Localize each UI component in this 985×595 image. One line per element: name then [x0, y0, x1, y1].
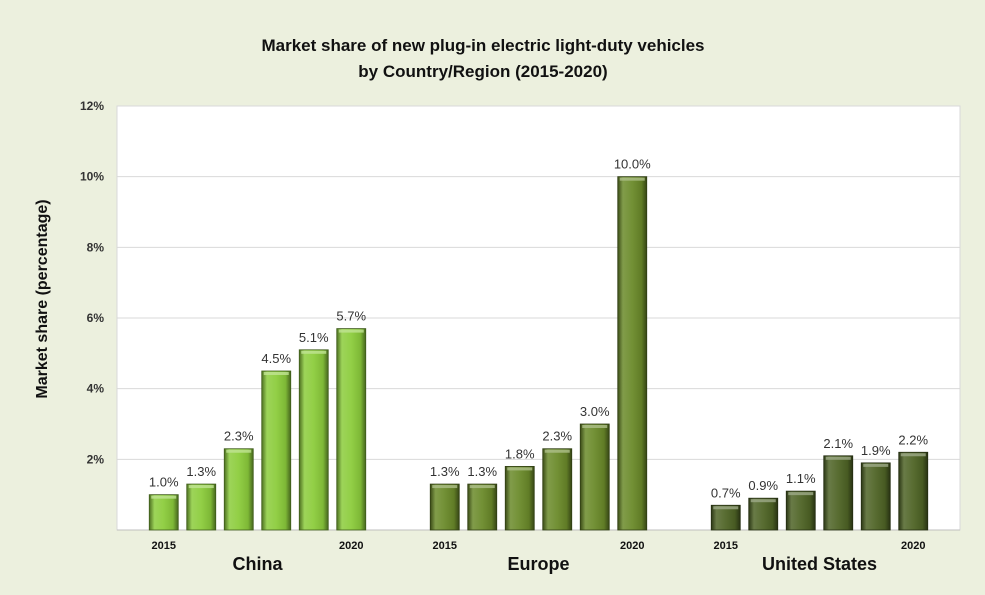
bar-china-2019 — [298, 349, 329, 531]
data-label: 3.0% — [580, 404, 610, 419]
bar-top-highlight — [825, 456, 851, 460]
bar-top-highlight — [863, 463, 889, 467]
data-label: 5.7% — [336, 309, 366, 324]
bars: 1.0% 1.3% 2.3% 4.5% 5.1% 5.7% 1.3% 1.3% 1.8% 2.3%… — [148, 157, 929, 531]
bar-top-highlight — [788, 492, 814, 496]
data-label: 1.3% — [467, 464, 497, 479]
x-tick-label-year: 2020 — [620, 540, 644, 552]
bar-united-states-2020 — [898, 451, 929, 531]
bar-china-2018 — [261, 370, 292, 531]
bar-europe-2016 — [467, 483, 498, 531]
bar-top-highlight — [750, 499, 776, 503]
data-label: 1.1% — [786, 471, 816, 486]
y-tick-label: 8% — [87, 240, 105, 254]
bar-europe-2017 — [504, 465, 535, 531]
x-tick-label-year: 2015 — [714, 540, 738, 552]
bar-united-states-2016 — [748, 497, 779, 531]
y-tick-label: 6% — [87, 311, 105, 325]
data-label: 0.9% — [748, 478, 778, 493]
chart-title: Market share of new plug-in electric lig… — [261, 36, 704, 55]
bar-united-states-2015 — [710, 504, 741, 531]
bar-top-highlight — [263, 372, 289, 375]
bar-united-states-2017 — [785, 490, 816, 531]
data-label: 10.0% — [614, 157, 651, 172]
x-tick-label-year: 2015 — [152, 540, 176, 552]
data-label: 1.3% — [186, 464, 216, 479]
bar-europe-2020 — [617, 176, 648, 531]
bar-top-highlight — [582, 425, 608, 428]
bar-top-highlight — [432, 485, 458, 489]
data-label: 2.2% — [898, 432, 928, 447]
gridlines — [117, 105, 960, 460]
bar-top-highlight — [301, 350, 327, 354]
bar-top-highlight — [338, 329, 364, 333]
bar-top-highlight — [469, 485, 495, 489]
bar-china-2017 — [223, 448, 254, 531]
group-label-united-states: United States — [762, 554, 877, 574]
y-tick-label: 2% — [87, 452, 105, 466]
bar-europe-2018 — [542, 448, 573, 531]
bar-top-highlight — [226, 449, 252, 453]
group-label-china: China — [232, 554, 283, 574]
data-label: 2.3% — [542, 429, 572, 444]
data-label: 2.1% — [823, 436, 853, 451]
data-label: 1.8% — [505, 446, 535, 461]
bar-top-highlight — [507, 467, 533, 471]
bar-china-2016 — [186, 483, 217, 531]
bar-top-highlight — [188, 485, 214, 489]
data-label: 1.9% — [861, 443, 891, 458]
y-axis-label: Market share (percentage) — [34, 199, 51, 398]
x-tick-label-year: 2020 — [339, 540, 363, 552]
bar-top-highlight — [151, 495, 177, 499]
data-label: 0.7% — [711, 485, 741, 500]
x-tick-label-year: 2020 — [901, 540, 925, 552]
x-axis-labels: 2015 2020 China 2015 2020 Europe 2015 2020 Unite… — [152, 540, 926, 574]
y-tick-label: 10% — [80, 170, 104, 184]
y-axis-ticks: 2% 4% 6% 8% 10% 12% — [80, 99, 104, 466]
bar-top-highlight — [544, 449, 570, 453]
bar-china-2015 — [148, 494, 179, 531]
data-label: 2.3% — [224, 429, 254, 444]
bar-top-highlight — [619, 177, 645, 181]
data-label: 1.0% — [149, 475, 179, 490]
bar-china-2020 — [336, 328, 367, 531]
x-tick-label-year: 2015 — [433, 540, 457, 552]
group-label-europe: Europe — [507, 554, 569, 574]
bar-united-states-2019 — [860, 462, 891, 531]
bar-europe-2019 — [579, 423, 610, 531]
bar-top-highlight — [713, 506, 739, 510]
chart-subtitle: by Country/Region (2015-2020) — [358, 62, 607, 81]
bar-top-highlight — [900, 453, 926, 457]
y-tick-label: 12% — [80, 99, 104, 113]
data-label: 1.3% — [430, 464, 460, 479]
bar-united-states-2018 — [823, 455, 854, 531]
data-label: 4.5% — [261, 351, 291, 366]
bar-europe-2015 — [429, 483, 460, 531]
y-tick-label: 4% — [87, 382, 105, 396]
data-label: 5.1% — [299, 330, 329, 345]
